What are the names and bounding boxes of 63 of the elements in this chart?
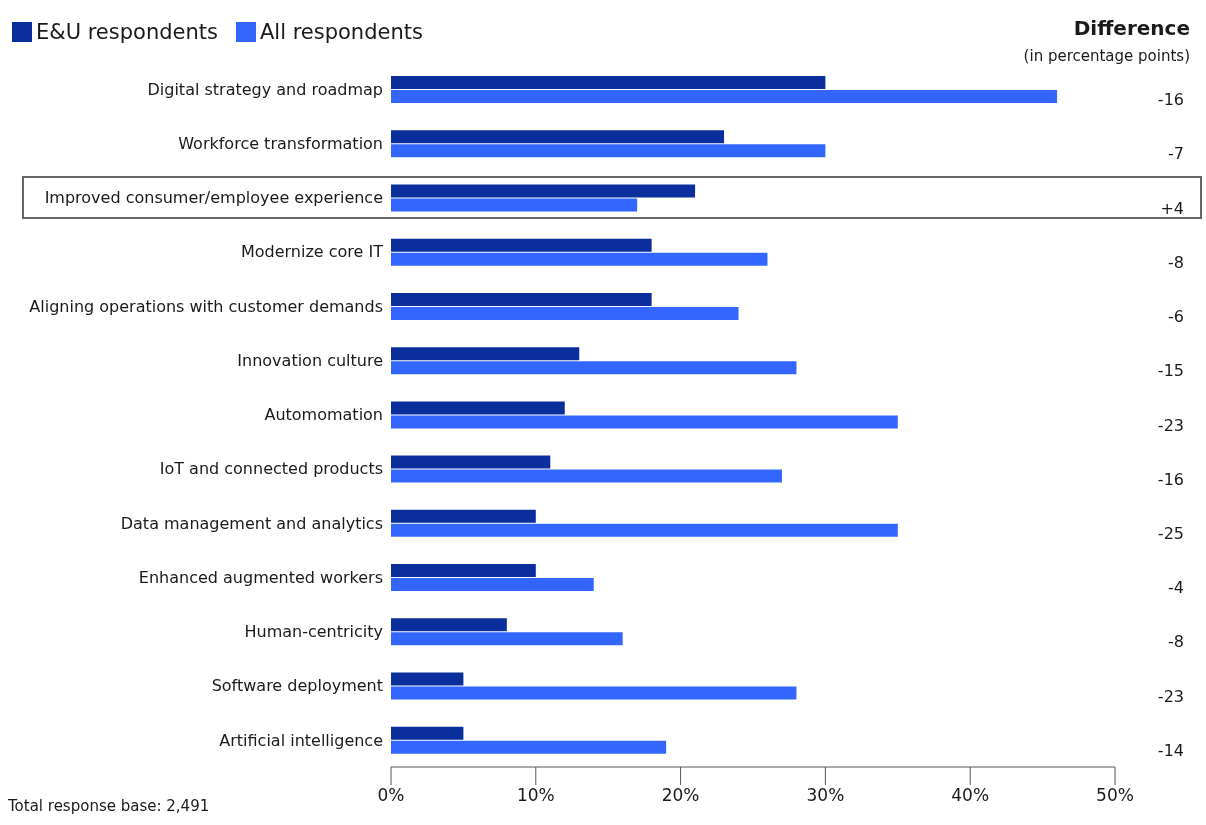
annotation: (in percentage points) — [1023, 47, 1190, 65]
text: -8 — [1168, 632, 1184, 652]
text: -4 — [1168, 578, 1184, 598]
bar — [391, 509, 536, 523]
bar — [391, 672, 464, 686]
x-tick-label: 0% — [377, 785, 405, 806]
bar — [391, 144, 826, 158]
bar — [391, 401, 565, 415]
text: -16 — [1157, 469, 1184, 489]
x-tick-label: 40% — [951, 785, 990, 806]
y-tick-label: Human-centricity — [244, 622, 383, 642]
y-tick-label: Software deployment — [211, 676, 383, 696]
text: -14 — [1157, 740, 1184, 760]
bar — [391, 523, 898, 537]
bar — [391, 198, 638, 212]
text: -15 — [1157, 361, 1184, 381]
y-tick-label: Workforce transformation — [178, 134, 383, 154]
y-tick-label: Improved consumer/employee experience — [44, 188, 383, 208]
y-tick-label: Innovation culture — [237, 350, 383, 370]
bar — [391, 578, 594, 592]
text: Total response base: 2,491 — [8, 797, 210, 815]
bar — [391, 184, 696, 198]
bar — [391, 252, 768, 266]
bar — [391, 130, 725, 144]
bar — [391, 564, 536, 578]
text: -7 — [1168, 144, 1184, 164]
text: -6 — [1168, 307, 1184, 327]
text: Difference — [1073, 16, 1190, 40]
y-tick-label: IoT and connected products — [159, 459, 383, 479]
text: -25 — [1157, 523, 1184, 543]
bar — [391, 686, 797, 700]
x-tick-label: 10% — [516, 785, 555, 806]
bar — [391, 726, 464, 740]
bar — [391, 238, 652, 252]
bar — [391, 76, 826, 89]
bar — [391, 361, 797, 375]
text: +4 — [1160, 198, 1184, 218]
y-tick-label: Enhanced augmented workers — [138, 567, 383, 587]
bar — [391, 415, 898, 429]
y-tick-label: Data management and analytics — [120, 513, 383, 533]
y-tick-label: Artificial intelligence — [219, 730, 383, 750]
text: -23 — [1157, 686, 1184, 706]
text: -8 — [1168, 252, 1184, 272]
x-tick-label: 30% — [806, 785, 845, 806]
text: -23 — [1157, 415, 1184, 435]
bar — [391, 292, 652, 306]
bar — [391, 347, 580, 361]
legend-label: E&U respondents — [36, 20, 218, 44]
y-tick-label: Modernize core IT — [240, 242, 384, 262]
bar — [391, 740, 667, 754]
text: -16 — [1157, 90, 1184, 110]
bar — [391, 632, 623, 646]
x-tick-label: 50% — [1096, 785, 1134, 806]
y-tick-label: Automomation — [264, 405, 383, 425]
y-tick-label: Digital strategy and roadmap — [147, 79, 383, 99]
bar — [391, 306, 739, 320]
x-tick-label: 20% — [661, 785, 700, 806]
legend-label: All respondents — [259, 20, 423, 44]
bar — [391, 455, 551, 469]
bar — [391, 90, 1058, 103]
bar — [391, 469, 782, 483]
y-tick-label: Aligning operations with customer demands — [29, 296, 383, 316]
bar — [391, 618, 507, 632]
